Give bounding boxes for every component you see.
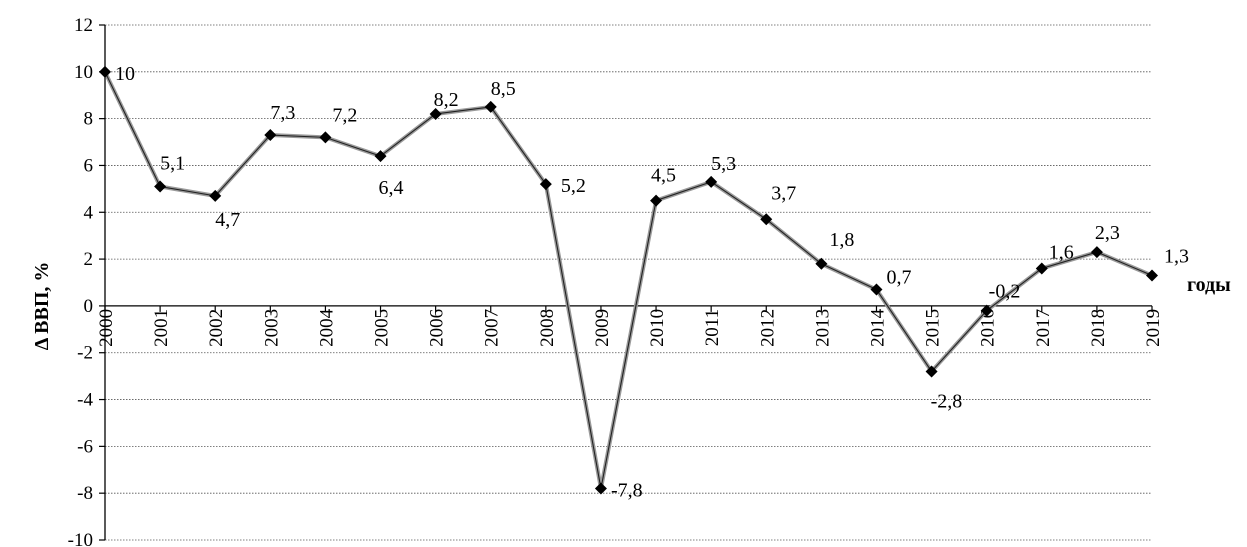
- data-label: -0,2: [989, 281, 1021, 303]
- data-point-marker: [374, 150, 387, 163]
- data-label: 7,3: [270, 102, 295, 124]
- y-tick-label: 0: [84, 296, 94, 317]
- x-tick-label: 2000: [96, 309, 117, 347]
- data-label: 4,7: [215, 209, 240, 231]
- data-label: 7,2: [332, 104, 357, 126]
- series-line-path: [104, 71, 1153, 490]
- x-tick-label: 2002: [206, 309, 227, 347]
- data-point-marker: [760, 213, 773, 226]
- data-point-marker: [1090, 246, 1103, 259]
- x-tick-label: 2015: [923, 309, 944, 347]
- x-tick-labels: 2000 2001 2002 2003 2004 2005 2006 2007 2008 2009…: [96, 305, 1164, 347]
- y-tick-label: -6: [77, 436, 93, 457]
- data-point-marker: [209, 189, 222, 202]
- data-label: 2,3: [1095, 222, 1120, 244]
- data-label: 1,6: [1049, 241, 1074, 263]
- data-label: 5,3: [711, 153, 736, 175]
- x-tick-label: 2016: [978, 309, 999, 347]
- data-point-marker: [594, 482, 607, 495]
- x-tick-label: 2011: [702, 309, 723, 346]
- data-label: -2,8: [931, 390, 963, 412]
- y-tick-label: 12: [74, 15, 93, 36]
- data-label: -7,8: [611, 480, 643, 502]
- x-tick-label: 2008: [537, 309, 558, 347]
- data-point-marker: [1146, 269, 1158, 282]
- data-label: 4,5: [651, 165, 676, 187]
- y-tick-label: -8: [77, 483, 93, 504]
- x-tick-label: 2004: [316, 308, 337, 347]
- y-tick-label: 4: [84, 202, 94, 223]
- data-label: 10: [115, 63, 135, 85]
- x-tick-label: 2001: [151, 309, 172, 347]
- y-tick-label: -10: [68, 530, 93, 547]
- y-tick-label: 6: [84, 155, 94, 176]
- data-points: [99, 65, 1158, 495]
- data-point-marker: [980, 304, 993, 317]
- data-point-marker: [705, 175, 718, 188]
- data-label: 1,3: [1164, 245, 1189, 267]
- data-point-marker: [429, 107, 442, 120]
- y-axis-title: Δ ВВП, %: [31, 262, 53, 351]
- x-axis-title: годы: [1187, 274, 1231, 296]
- y-tick-labels: -10 -8 -6 -4 -2 0 2 4 6 8 10 12: [68, 15, 105, 547]
- y-tick-label: 2: [84, 249, 94, 270]
- y-tick-label: -2: [77, 343, 93, 364]
- data-label: 8,5: [491, 78, 516, 100]
- x-tick-label: 2010: [647, 309, 668, 347]
- series-line: [103, 70, 1153, 491]
- data-point-marker: [264, 129, 277, 142]
- x-tick-label: 2009: [592, 309, 613, 347]
- x-tick-label: 2012: [757, 309, 778, 347]
- x-tick-label: 2007: [482, 309, 503, 347]
- data-label: 0,7: [886, 267, 911, 289]
- x-tick-label: 2003: [261, 309, 282, 347]
- x-tick-label: 2019: [1143, 309, 1164, 347]
- data-point-marker: [539, 178, 552, 191]
- data-point-marker: [925, 365, 938, 378]
- x-tick-label: 2014: [867, 308, 888, 347]
- data-label: 3,7: [771, 182, 796, 204]
- data-labels: 10 5,1 4,7 7,3 7,2 6,4 8,2 8,5 5,2 -7,8 4,5 5,3 3,7 1…: [115, 63, 1189, 502]
- data-label: 6,4: [379, 177, 404, 199]
- x-tick-label: 2018: [1088, 309, 1109, 347]
- x-tick-label: 2017: [1033, 309, 1054, 347]
- y-tick-label: 8: [84, 109, 94, 130]
- x-tick-label: 2006: [427, 309, 448, 347]
- data-label: 5,2: [561, 175, 586, 197]
- x-tick-label: 2013: [812, 309, 833, 347]
- y-tick-label: -4: [77, 390, 93, 411]
- data-point-marker: [154, 180, 167, 193]
- data-point-marker: [319, 131, 332, 144]
- data-label: 1,8: [829, 229, 854, 251]
- x-tick-label: 2005: [372, 309, 393, 347]
- data-point-marker: [870, 283, 883, 296]
- data-point-marker: [815, 257, 828, 270]
- y-tick-label: 10: [74, 62, 93, 83]
- data-label: 5,1: [160, 153, 185, 175]
- data-point-marker: [484, 100, 497, 113]
- data-point-marker: [650, 194, 663, 207]
- data-point-marker: [99, 65, 111, 78]
- data-point-marker: [1035, 262, 1048, 275]
- data-label: 8,2: [434, 89, 459, 111]
